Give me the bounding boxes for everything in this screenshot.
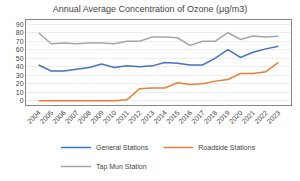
svg-text:2023: 2023 [266,109,282,125]
svg-text:2012: 2012 [127,109,143,125]
svg-text:2022: 2022 [253,109,269,125]
svg-text:20: 20 [16,80,24,87]
svg-text:2020: 2020 [228,109,244,125]
svg-text:2010: 2010 [102,109,118,125]
svg-text:50: 50 [16,55,24,62]
svg-text:2018: 2018 [203,109,219,125]
svg-text:2021: 2021 [240,109,256,125]
svg-text:2006: 2006 [51,109,67,125]
svg-text:2008: 2008 [76,109,92,125]
svg-text:10: 10 [16,89,24,96]
svg-text:2005: 2005 [38,109,54,125]
svg-text:2017: 2017 [190,109,206,125]
svg-text:2004: 2004 [26,109,42,125]
svg-text:0: 0 [20,97,24,104]
svg-text:2016: 2016 [177,109,193,125]
svg-text:2014: 2014 [152,109,168,125]
svg-text:70: 70 [16,38,24,45]
svg-text:2015: 2015 [165,109,181,125]
svg-text:2013: 2013 [139,109,155,125]
svg-text:40: 40 [16,63,24,70]
svg-text:2009: 2009 [89,109,105,125]
svg-text:90: 90 [16,21,24,28]
svg-text:80: 80 [16,29,24,36]
svg-text:Annual Average Concentration o: Annual Average Concentration of Ozone (μ… [53,4,248,14]
svg-text:2011: 2011 [115,109,131,125]
svg-text:Tap Mun Station: Tap Mun Station [96,163,147,171]
svg-text:General Stations: General Stations [96,144,149,151]
svg-text:2007: 2007 [64,109,80,125]
svg-text:2019: 2019 [215,109,231,125]
svg-text:60: 60 [16,46,24,53]
svg-text:Roadside Stations: Roadside Stations [198,144,255,151]
svg-text:30: 30 [16,72,24,79]
